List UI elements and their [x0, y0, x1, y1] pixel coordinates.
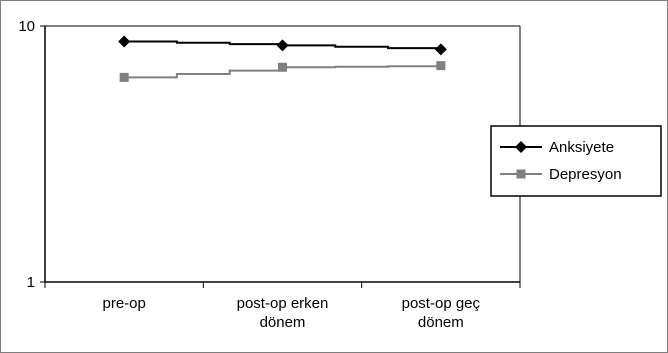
x-category-label: post-op geç	[402, 295, 481, 312]
data-point-anksiyete	[434, 43, 447, 56]
series-markers	[118, 35, 447, 82]
data-point-depresyon	[278, 62, 287, 72]
legend-marker-anksiyete	[515, 141, 527, 153]
legend-marker-depresyon	[516, 169, 526, 179]
x-category-label: post-op erken	[237, 295, 329, 312]
data-point-anksiyete	[276, 39, 289, 52]
data-point-anksiyete	[118, 35, 131, 48]
x-category-label: dönem	[260, 314, 306, 331]
y-tick-label: 1	[27, 274, 35, 291]
x-category-labels: pre-op post-op erken dönem post-op geç dönem	[102, 295, 480, 331]
chart-axes	[40, 25, 521, 288]
legend: Anksiyete Depresyon	[490, 125, 662, 197]
legend-label-depresyon: Depresyon	[549, 166, 622, 183]
x-category-label: dönem	[418, 314, 464, 331]
y-tick-labels: 10 1	[18, 18, 35, 291]
legend-box	[490, 125, 662, 197]
data-point-depresyon	[119, 72, 129, 82]
data-point-depresyon	[436, 61, 446, 71]
x-category-label: pre-op	[102, 295, 145, 312]
legend-label-anksiyete: Anksiyete	[549, 139, 614, 156]
y-tick-label: 10	[18, 18, 35, 35]
